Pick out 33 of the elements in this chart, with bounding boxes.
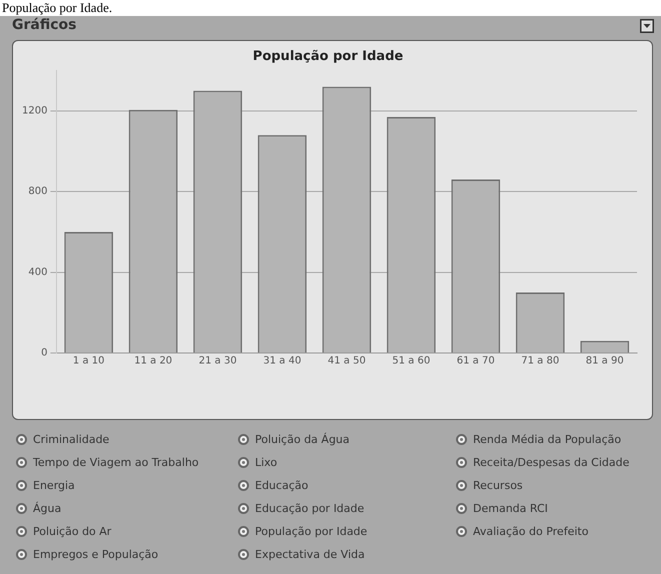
- text: Demanda RCI: [473, 502, 548, 515]
- text: Recursos: [473, 479, 523, 492]
- text: População por Idade.: [0, 0, 661, 16]
- text: Criminalidade: [33, 433, 110, 446]
- text: Avaliação do Prefeito: [473, 525, 588, 538]
- text: Receita/Despesas da Cidade: [473, 456, 630, 469]
- text: Energia: [33, 479, 75, 492]
- text: População por Idade: [255, 525, 368, 538]
- chart-title: População por Idade: [252, 49, 404, 64]
- x-tick-label: 11 a 20: [134, 356, 172, 367]
- text: Empregos e População: [33, 548, 158, 561]
- y-tick-label: 1200: [22, 106, 48, 117]
- y-tick-label: 400: [28, 266, 48, 278]
- x-tick-label: 1 a 10: [72, 356, 104, 367]
- text: Renda Média da População: [473, 433, 622, 446]
- x-tick-label: 31 a 40: [263, 356, 302, 367]
- x-tick-label: 51 a 60: [392, 356, 430, 367]
- text: Expectativa de Vida: [255, 548, 365, 561]
- y-tick-label: 0: [41, 348, 48, 359]
- text: Gráficos: [12, 17, 76, 33]
- x-tick-label: 71 a 80: [521, 356, 560, 367]
- x-tick-label: 81 a 90: [586, 356, 624, 367]
- x-tick-label: 61 a 70: [456, 356, 495, 367]
- x-tick-label: 21 a 30: [198, 356, 237, 367]
- y-tick-label: 800: [28, 186, 48, 198]
- text: Poluição da Água: [255, 433, 350, 446]
- text: Tempo de Viagem ao Trabalho: [33, 456, 199, 469]
- text: Lixo: [255, 456, 278, 469]
- text: Água: [33, 502, 62, 515]
- text: Poluição do Ar: [33, 525, 112, 538]
- text: Educação por Idade: [255, 502, 364, 515]
- text: Educação: [255, 479, 308, 492]
- x-tick-label: 41 a 50: [328, 356, 366, 367]
